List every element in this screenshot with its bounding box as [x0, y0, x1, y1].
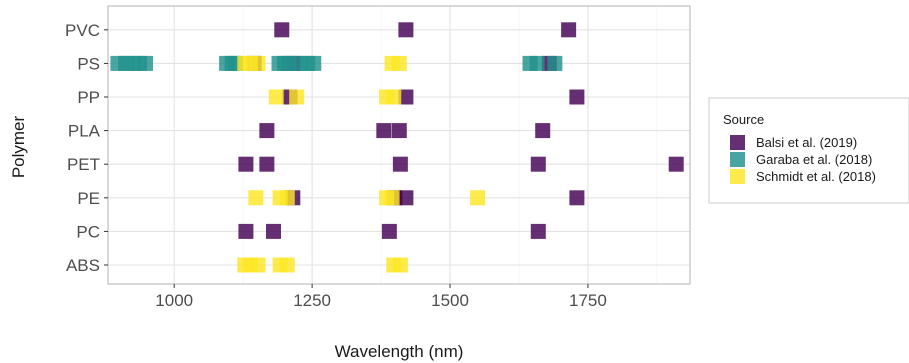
data-point — [398, 89, 414, 105]
data-point — [392, 257, 408, 273]
plot-panel-border — [107, 5, 691, 285]
legend-label: Garaba et al. (2018) — [756, 152, 872, 167]
data-point — [238, 223, 254, 239]
data-point — [279, 257, 295, 273]
data-point — [274, 22, 290, 38]
data-point — [248, 190, 264, 206]
data-point — [265, 223, 281, 239]
x-tick-label: 1500 — [431, 291, 469, 310]
y-tick-label: PLA — [68, 122, 101, 141]
data-point — [250, 257, 266, 273]
data-point — [530, 223, 546, 239]
y-tick-label: PE — [77, 189, 100, 208]
data-point — [561, 22, 577, 38]
legend-key — [730, 152, 745, 167]
data-point — [259, 123, 275, 139]
data-point — [381, 223, 397, 239]
y-axis-ticks: ABS PC PE PET PLA PP PS PVC — [65, 21, 108, 275]
x-tick-label: 1250 — [293, 291, 331, 310]
data-point — [529, 55, 545, 71]
data-point — [259, 156, 275, 172]
data-point — [238, 156, 254, 172]
data-point — [279, 190, 295, 206]
y-tick-label: PVC — [65, 21, 100, 40]
data-point — [250, 55, 266, 71]
legend-box — [708, 97, 909, 204]
y-tick-label: PET — [67, 155, 100, 174]
grid — [108, 6, 690, 284]
legend-key — [730, 169, 745, 184]
data-point — [470, 190, 486, 206]
y-axis-title: Polymer — [9, 115, 28, 178]
x-axis-ticks: 1000 1250 1500 1750 — [155, 284, 607, 310]
legend-key — [730, 135, 745, 150]
y-tick-label: PP — [77, 88, 100, 107]
data-point — [569, 190, 585, 206]
data-point — [569, 89, 585, 105]
data-point — [268, 89, 284, 105]
data-point — [386, 89, 402, 105]
data-point — [547, 55, 563, 71]
data-point — [668, 156, 684, 172]
legend-title: Source — [723, 112, 764, 127]
y-tick-label: PS — [77, 54, 100, 73]
data-point — [306, 55, 322, 71]
legend-label: Balsi et al. (2019) — [756, 135, 857, 150]
data-point — [384, 190, 400, 206]
data-point — [392, 156, 408, 172]
data-point — [391, 55, 407, 71]
x-tick-label: 1000 — [155, 291, 193, 310]
data-point — [138, 55, 154, 71]
x-tick-label: 1750 — [569, 291, 607, 310]
data-point — [376, 123, 392, 139]
data-point — [398, 190, 414, 206]
data-point — [530, 156, 546, 172]
legend-label: Schmidt et al. (2018) — [756, 169, 876, 184]
data-point — [535, 123, 551, 139]
y-tick-label: PC — [76, 222, 100, 241]
y-tick-label: ABS — [66, 256, 100, 275]
x-axis-title: Wavelength (nm) — [335, 342, 464, 361]
data-points — [110, 22, 684, 273]
data-point — [398, 22, 414, 38]
data-point — [391, 123, 407, 139]
legend: Source Balsi et al. (2019) Garaba et al. … — [708, 97, 909, 204]
data-point — [289, 89, 305, 105]
